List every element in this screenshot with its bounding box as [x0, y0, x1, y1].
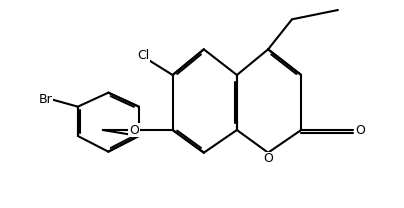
Text: O: O — [263, 152, 273, 165]
Text: O: O — [356, 124, 366, 136]
Text: O: O — [129, 124, 139, 136]
Text: Cl: Cl — [137, 49, 149, 62]
Text: Br: Br — [38, 93, 52, 106]
